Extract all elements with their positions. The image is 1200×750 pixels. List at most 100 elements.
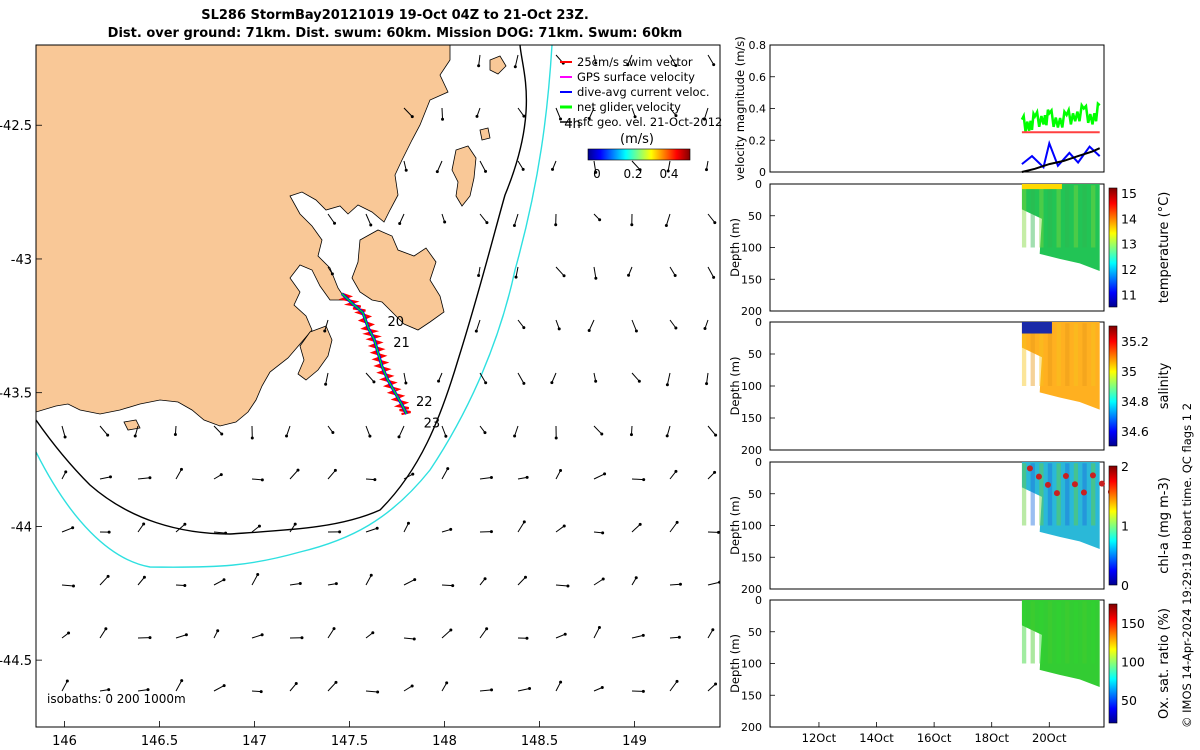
velocity-arrow [441,107,444,120]
chl-a-hotspot [1044,481,1051,488]
velocity-arrow-head [603,472,607,476]
velocity-arrow-head [142,522,146,526]
oxygen-ytick-label: 150 [741,689,762,702]
velocity-arrow [61,425,66,438]
velocity-arrow-head [566,584,570,588]
oxygen-ytick-label: 50 [748,626,762,639]
velocity-arrow [251,525,260,533]
velocity-arrow [593,473,605,480]
velocity-arrow [213,685,225,692]
velocity-arrow [666,372,671,385]
salinity-profile-band [1030,323,1035,386]
velocity-arrow-head [626,63,630,67]
velocity-arrow-head [717,530,720,534]
velocity-arrow-head [368,434,372,438]
map-frame [35,44,721,728]
velocity-arrow-head [627,273,631,277]
oxygen-ytick-label: 200 [741,721,762,734]
salinity-section-fill [1021,322,1100,410]
velocity-arrow [669,681,678,692]
oxygen-profile-band [1030,601,1035,664]
imos-watermark: © IMOS 14-Apr-2024 19:29:19 Hobart time.… [1180,402,1194,728]
velocity-arrow [365,527,378,533]
temperature-profile-band [1065,185,1070,248]
velocity-arrow [666,425,671,436]
temperature-profile-band [1030,185,1035,248]
velocity-arrow [669,636,680,639]
chl-a-hotspot [1062,472,1069,479]
velocity-arrow [365,575,372,586]
velocity-arrow [403,522,409,533]
velocity-arrow-head [554,436,558,440]
velocity-arrow-head [293,522,297,526]
velocity-arrow [555,470,561,480]
chl-a-section-fill [1021,462,1100,549]
velocity-arrow-head [334,582,338,586]
oxygen-profile-band [1065,601,1070,664]
velocity-arrow-head [148,476,152,480]
velocity-arrow [707,266,715,278]
velocity-arrow-head [294,682,298,686]
oxygen-colorbar [1108,603,1118,724]
velocity-arrow-head [485,627,489,631]
velocity-arrow-head [142,575,146,579]
temperature-cbar-tick: 12 [1121,262,1137,277]
velocity-arrow [327,628,335,639]
temperature-profile-band [1021,185,1027,248]
velocity-arrow-head [714,433,718,437]
velocity-arrow [515,266,519,278]
salinity-profile-band [1082,323,1087,386]
velocity-arrow-head [257,524,261,528]
temperature-profile-band [1073,185,1079,248]
chl-a-hotspot [1035,473,1042,480]
map-ytick-label: -43.5 [0,387,32,402]
velocity-arrow [669,522,678,533]
colorbar-tick-1: 0.2 [623,167,642,181]
geostrophic-velocity-arrows [61,54,720,694]
velocity-arrow-head [369,223,373,227]
velocity-arrow-head [484,169,488,173]
velocity-arrow-head [713,221,717,225]
velocity-arrow-head [712,275,716,279]
map-legend: 25cm/s swim vector GPS surface velocity … [560,55,722,181]
chl-a-cbar-tick: 2 [1121,459,1129,474]
velocity-arrow [475,319,481,332]
colorbar-tick-2: 0.4 [659,167,678,181]
velocity-arrow [704,319,709,329]
velocity-series-line [1020,101,1101,132]
salinity-ytick-label: 200 [741,444,762,457]
map-xtick-label: 149 [622,734,647,749]
colorbar-label: (m/s) [620,132,654,147]
track-label: 21 [393,336,410,351]
velocity-arrow [327,470,336,480]
velocity-arrow [289,523,296,533]
salinity-profile-band [1056,323,1061,386]
isobath-200m [36,45,528,535]
oxygen-profile-band [1021,601,1027,664]
legend-dive-avg: dive-avg current veloc. [577,85,710,99]
chl-a-ylabel: Depth (m) [728,496,742,555]
velocity-arrow [99,628,107,639]
velocity-arrow-head [373,478,377,482]
temperature-panel: 0 50 100 150 200 Depth (m) 11 12 13 14 15 temperatu… [728,178,1172,318]
velocity-arrow [137,523,145,533]
velocity-arrow [403,107,413,117]
velocity-arrow [631,107,636,117]
velocity-arrow [99,476,111,480]
track-label: 20 [388,315,405,330]
velocity-arrow [706,372,709,384]
velocity-arrow [365,213,372,226]
velocity-arrow [441,629,452,639]
velocity-arrow-head [512,223,516,227]
temperature-ytick-label: 0 [755,178,762,191]
velocity-arrow-head [108,475,112,479]
velocity-arrow [327,682,337,692]
velocity-arrow [251,634,263,639]
velocity-arrow-head [563,632,567,636]
velocity-arrow-head [702,117,706,121]
velocity-arrow-head [675,520,679,524]
velocity-arrow-head [331,431,335,435]
velocity-arrow-head [673,274,677,278]
velocity-arrow-head [184,633,188,637]
